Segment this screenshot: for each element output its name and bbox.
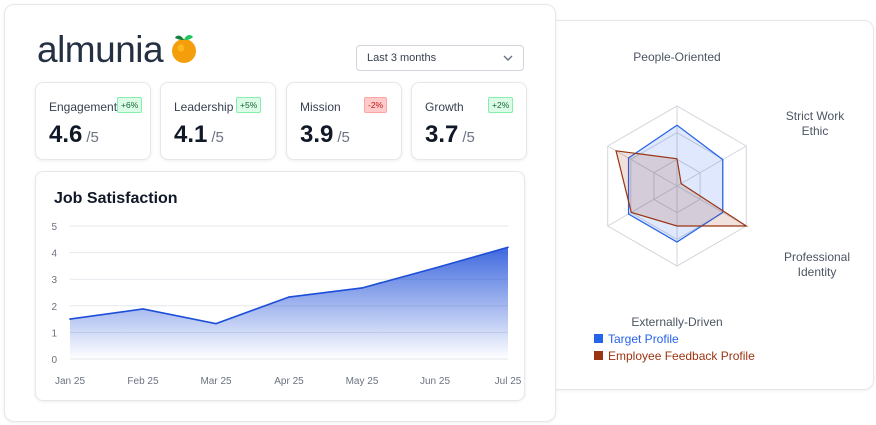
metric-value: 3.9 [300,121,334,148]
radar-axis-label-line: Identity [798,265,837,279]
metric-unit: /5 [462,129,475,146]
metric-unit: /5 [86,129,99,146]
brand-name: almunia [37,29,164,70]
y-tick-label: 2 [51,302,57,313]
y-tick-label: 5 [51,222,57,233]
metric-label: Engagement [49,100,118,114]
radar-series-polygon [627,124,724,243]
data-point [142,308,144,310]
chevron-down-icon [503,55,513,61]
y-tick-label: 3 [51,275,57,286]
metric-unit: /5 [211,129,224,146]
radar-chart: People-Oriented Strict Work Ethic Professio… [547,50,850,363]
metric-unit: /5 [337,129,350,146]
radar-chart-panel: People-Oriented Strict Work Ethic Professio… [546,20,874,390]
job-satisfaction-card: 0 1 2 3 4 5 Jan 25 Feb 25 Mar 25 Apr 25 May 25 Jun … [35,171,525,401]
trend-badge: +2% [488,97,514,113]
data-point [69,318,71,320]
metric-card-mission[interactable]: Mission -2% 3.9/5 [286,82,402,160]
data-point [215,322,217,325]
orange-fruit-icon [172,35,197,63]
data-point [361,287,363,289]
area-fill [70,247,508,359]
metric-label: Mission [300,100,341,114]
chart-title: Job Satisfaction [54,190,178,207]
y-tick-label: 1 [51,328,57,339]
metric-value: 3.7 [425,121,459,148]
trend-badge: +5% [236,97,262,113]
trend-badge: +6% [117,97,143,113]
x-tick-label: Mar 25 [200,376,232,387]
radar-axis-label-line: Professional [784,250,850,264]
data-point [507,246,509,249]
brand-logo: almunia [37,29,199,71]
x-tick-label: May 25 [346,376,379,387]
time-range-select[interactable]: Last 3 months [356,45,524,71]
data-point [288,296,290,298]
x-tick-label: Jun 25 [420,376,450,387]
radar-axis-label: Externally-Driven [631,315,722,329]
radar-axis-label-line: Externally-Driven [631,315,722,329]
job-satisfaction-chart: 0 1 2 3 4 5 Jan 25 Feb 25 Mar 25 Apr 25 May 25 Jun … [51,222,522,387]
x-tick-label: Jul 25 [495,376,522,387]
metric-card-leadership[interactable]: Leadership +5% 4.1/5 [160,82,276,160]
dashboard-panel: almunia Last 3 months Engagement +6% 4.6… [4,4,556,422]
time-range-value: Last 3 months [367,52,437,64]
radar-spoke [607,145,678,187]
metric-label: Leadership [174,100,234,114]
metric-card-engagement[interactable]: Engagement +6% 4.6/5 [35,82,151,160]
radar-axis-label: Professional Identity [784,250,850,279]
metric-value: 4.1 [174,121,208,148]
legend-swatch [594,351,603,360]
radar-spoke [676,185,747,227]
radar-axis-label-line: Strict Work [786,109,845,123]
legend-label: Target Profile [608,332,679,346]
radar-spoke [607,185,678,227]
radar-axis-label: People-Oriented [633,50,720,64]
x-tick-label: Apr 25 [274,376,304,387]
y-tick-label: 0 [51,355,57,366]
trend-badge: -2% [364,97,388,113]
legend-label: Employee Feedback Profile [608,349,755,363]
radar-axis-label: Strict Work Ethic [786,109,845,138]
legend-swatch [594,334,603,343]
x-tick-label: Jan 25 [55,376,85,387]
radar-axis-label-line: People-Oriented [633,50,720,64]
metric-value: 4.6 [49,121,83,148]
radar-axis-label-line: Ethic [802,124,829,138]
data-point [434,267,436,269]
metric-label: Growth [425,100,464,114]
y-tick-label: 4 [51,249,57,260]
metric-card-growth[interactable]: Growth +2% 3.7/5 [411,82,527,160]
radar-spoke [676,145,747,187]
radar-series-polygon [615,150,749,227]
x-tick-label: Feb 25 [127,376,159,387]
